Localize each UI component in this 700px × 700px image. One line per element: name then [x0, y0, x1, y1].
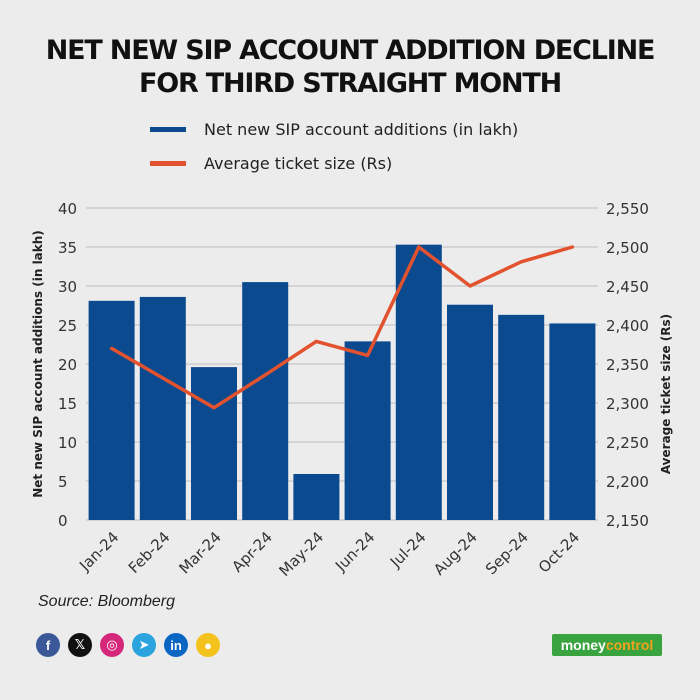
combo-chart: 0 5 10 15 20 25 30 35 40 2,150 2,200 2,250 2,300 2,35…	[31, 200, 673, 580]
x-icon[interactable]: 𝕏	[68, 633, 92, 657]
facebook-icon[interactable]: f	[36, 633, 60, 657]
koo-icon[interactable]: ●	[196, 633, 220, 657]
brand-part-1: money	[560, 637, 606, 653]
right-tick-label: 2,450	[606, 278, 649, 296]
x-tick-label: Aug-24	[430, 528, 481, 579]
bar-sep-24	[498, 314, 545, 520]
legend-item-bars: Net new SIP account additions (in lakh)	[150, 116, 630, 142]
left-tick-label: 40	[58, 200, 77, 218]
right-tick-label: 2,150	[606, 512, 649, 530]
left-tick-label: 35	[58, 239, 77, 257]
bar-may-24	[293, 473, 340, 520]
source-note: Source: Bloomberg	[38, 593, 175, 610]
bar-jun-24	[344, 341, 391, 520]
right-tick-label: 2,500	[606, 239, 649, 257]
left-axis-title: Net new SIP account additions (in lakh)	[31, 230, 45, 498]
right-tick-label: 2,400	[606, 317, 649, 335]
bar-mar-24	[191, 367, 237, 520]
left-tick-label: 30	[58, 278, 77, 296]
instagram-icon[interactable]: ◎	[100, 633, 124, 657]
moneycontrol-logo: money control	[552, 634, 662, 656]
linkedin-icon[interactable]: in	[164, 633, 188, 657]
right-tick-label: 2,200	[606, 473, 649, 491]
telegram-icon[interactable]: ➤	[132, 633, 156, 657]
chart-legend: Net new SIP account additions (in lakh) …	[150, 116, 630, 184]
legend-swatch-line	[150, 160, 186, 166]
left-tick-label: 15	[58, 395, 77, 413]
bar-feb-24	[139, 296, 186, 520]
x-tick-label: Sep-24	[482, 528, 532, 578]
legend-swatch-bars	[150, 126, 186, 132]
x-tick-label: Apr-24	[228, 528, 276, 576]
title-line-2: FOR THIRD STRAIGHT MONTH	[138, 68, 562, 99]
brand-part-2: control	[605, 637, 654, 653]
legend-label-line: Average ticket size (Rs)	[204, 153, 393, 173]
legend-label-bars: Net new SIP account additions (in lakh)	[204, 119, 519, 139]
left-tick-label: 20	[58, 356, 77, 374]
left-tick-label: 10	[58, 434, 77, 452]
x-tick-label: Mar-24	[175, 528, 224, 577]
right-tick-label: 2,350	[606, 356, 649, 374]
bar-jan-24	[88, 300, 135, 520]
left-tick-label: 0	[58, 512, 68, 530]
right-tick-label: 2,550	[606, 200, 649, 218]
left-tick-label: 5	[58, 473, 68, 491]
bar-apr-24	[242, 282, 289, 520]
right-tick-label: 2,250	[606, 434, 649, 452]
x-tick-label: Jul-24	[386, 528, 430, 572]
x-tick-label: Jan-24	[75, 528, 122, 575]
page-title: NET NEW SIP ACCOUNT ADDITION DECLINE FOR…	[0, 34, 700, 100]
bar-jul-24	[395, 244, 442, 520]
legend-item-line: Average ticket size (Rs)	[150, 150, 630, 176]
title-line-1: NET NEW SIP ACCOUNT ADDITION DECLINE	[45, 35, 656, 66]
x-tick-label: Oct-24	[535, 528, 583, 576]
x-tick-label: May-24	[275, 528, 327, 580]
bar-aug-24	[447, 304, 493, 520]
x-tick-label: Feb-24	[125, 528, 174, 577]
x-tick-label: Jun-24	[331, 528, 378, 575]
left-tick-label: 25	[58, 317, 77, 335]
social-icons: f 𝕏 ◎ ➤ in ●	[36, 633, 220, 657]
bar-oct-24	[549, 323, 596, 520]
ticket-size-line	[109, 245, 575, 410]
right-axis-title: Average ticket size (Rs)	[659, 314, 673, 474]
right-tick-label: 2,300	[606, 395, 649, 413]
